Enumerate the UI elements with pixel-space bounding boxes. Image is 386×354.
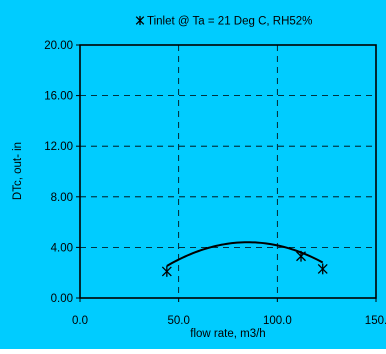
data-points: [161, 250, 328, 277]
legend-marker: [135, 15, 145, 26]
y-tick-label: 12.00: [44, 141, 73, 153]
y-axis: 0.00 4.00 8.00 12.00 16.00 20.00: [44, 40, 80, 305]
y-tick-label: 16.00: [44, 91, 73, 103]
trendline: [166, 241, 324, 267]
grid-lines: [80, 45, 376, 298]
y-tick-label: 8.00: [51, 192, 73, 204]
y-tick-label: 20.00: [44, 40, 73, 52]
x-axis: 0.0 50.0 100.0 150.: [72, 298, 386, 327]
y-tick-label: 0.00: [51, 293, 73, 305]
legend-label: Tinlet @ Ta = 21 Deg C, RH52%: [147, 16, 312, 28]
data-point-0: [161, 266, 172, 277]
plot-area: [80, 45, 376, 298]
legend: Tinlet @ Ta = 21 Deg C, RH52%: [135, 15, 312, 28]
data-point-2: [317, 263, 328, 275]
y-tick-label: 4.00: [51, 242, 73, 254]
plot-border: [79, 44, 377, 299]
x-tick-label: 150.: [365, 315, 386, 327]
x-tick-label: 50.0: [167, 315, 189, 327]
y-axis-label: DTc, out- in: [12, 142, 24, 200]
data-point-1: [296, 250, 306, 262]
legend-asterisk: [135, 15, 145, 26]
x-tick-label: 0.0: [72, 315, 88, 327]
x-axis-label: flow rate, m3/h: [190, 328, 265, 340]
x-tick-label: 100.0: [263, 315, 292, 327]
